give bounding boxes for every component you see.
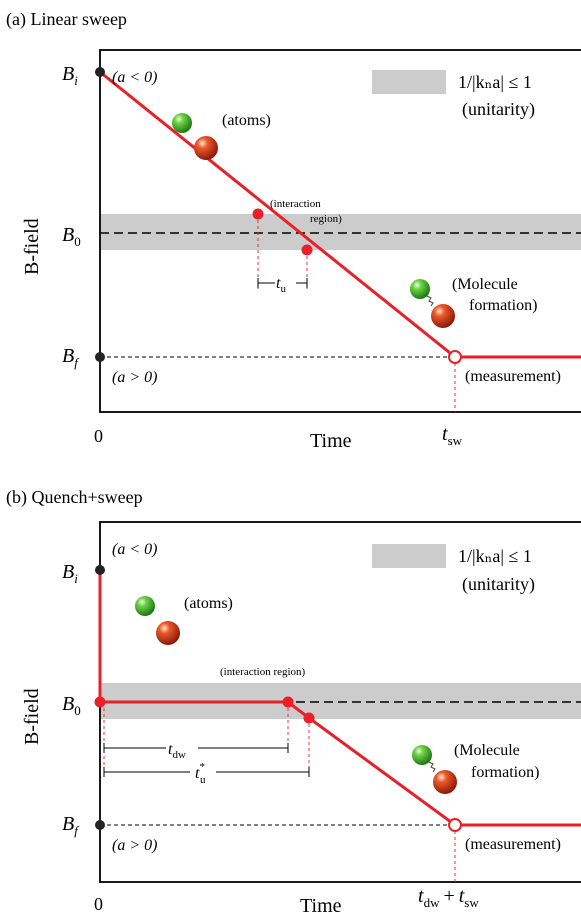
legend-subtext: (unitarity) xyxy=(462,574,535,595)
molecule-label-line2: formation) xyxy=(471,764,539,781)
a-negative-label: (a < 0) xyxy=(112,69,157,86)
green-atom-icon xyxy=(135,596,155,616)
b0-label: B0 xyxy=(62,693,81,718)
x-axis-label: Time xyxy=(310,430,352,452)
a-positive-label: (a > 0) xyxy=(112,369,157,386)
tu-label: tu xyxy=(276,275,286,295)
red-atom-icon xyxy=(194,136,218,160)
bi-label: Bi xyxy=(62,63,78,88)
interaction-label-line2: region) xyxy=(310,213,342,225)
bi-label: Bi xyxy=(62,561,78,586)
molecule-red-atom-icon xyxy=(431,304,455,328)
molecule-label-line1: (Molecule xyxy=(452,276,518,293)
molecule-red-atom-icon xyxy=(433,770,457,794)
tu-star-label: t* u xyxy=(195,761,206,786)
interaction-exit-point xyxy=(301,244,313,256)
measurement-label: (measurement) xyxy=(465,836,561,853)
tsw-label: tsw xyxy=(442,423,463,448)
panel-b-title: (b) Quench+sweep xyxy=(6,487,143,508)
tdw-label: tdw xyxy=(168,741,186,761)
measurement-point xyxy=(448,818,462,832)
legend-text: 1/|kₙa| ≤ 1 xyxy=(458,546,532,566)
t-end-label: tdw + tsw xyxy=(418,885,479,910)
y-axis-label: B-field xyxy=(21,688,43,745)
legend-text: 1/|kₙa| ≤ 1 xyxy=(458,72,532,92)
interaction-entry-point xyxy=(252,208,264,220)
bf-label: Bf xyxy=(62,813,80,838)
quench-end-point xyxy=(94,696,106,708)
measurement-point xyxy=(448,350,462,364)
atoms-label: (atoms) xyxy=(184,595,233,612)
a-negative-label: (a < 0) xyxy=(112,541,157,558)
y-axis-label: B-field xyxy=(21,218,43,275)
molecule-green-atom-icon xyxy=(410,279,430,299)
green-atom-icon xyxy=(172,113,192,133)
molecule-bond-icon xyxy=(428,761,436,773)
panel-a: (a) Linear sweep tu Bi B0 Bf B- xyxy=(6,9,581,452)
red-atom-icon xyxy=(156,621,180,645)
bi-dot xyxy=(95,565,105,575)
bf-dot xyxy=(95,820,105,830)
atoms-label: (atoms) xyxy=(222,112,271,129)
unitarity-band xyxy=(100,214,581,250)
interaction-label-line1: (interaction xyxy=(270,198,321,210)
x-origin-label: 0 xyxy=(94,894,103,914)
molecule-label-line2: formation) xyxy=(469,297,537,314)
plot-frame xyxy=(99,49,581,413)
legend-subtext: (unitarity) xyxy=(462,99,535,120)
x-origin-label: 0 xyxy=(94,426,103,446)
molecule-bond-icon xyxy=(426,295,434,307)
legend-swatch xyxy=(372,544,446,568)
a-positive-label: (a > 0) xyxy=(112,837,157,854)
field-quench-sweep-line xyxy=(98,570,581,827)
bi-dot xyxy=(95,67,105,77)
bf-label: Bf xyxy=(62,345,80,370)
interaction-label: (interaction region) xyxy=(220,666,306,678)
panel-b: (b) Quench+sweep tdw t* u Bi B0 Bf xyxy=(6,487,581,915)
panel-a-title: (a) Linear sweep xyxy=(6,9,127,30)
b0-label: B0 xyxy=(62,224,81,249)
legend-swatch xyxy=(372,70,446,94)
molecule-green-atom-icon xyxy=(412,745,432,765)
measurement-label: (measurement) xyxy=(465,368,561,385)
x-axis-label: Time xyxy=(300,895,342,915)
bf-dot xyxy=(95,352,105,362)
molecule-label-line1: (Molecule xyxy=(454,742,520,759)
